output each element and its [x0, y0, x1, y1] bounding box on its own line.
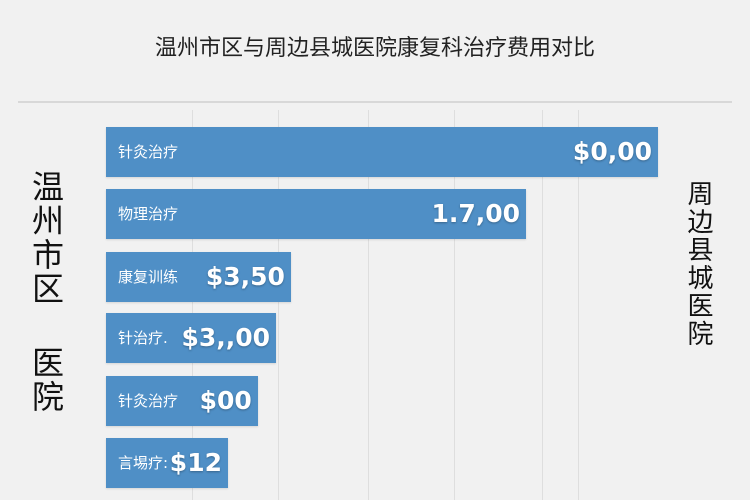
gridline	[454, 110, 455, 500]
gridline	[368, 110, 369, 500]
bar: 针治疗. $3,,00	[106, 313, 277, 363]
gridline	[278, 110, 279, 500]
chart-title: 温州市区与周边县城医院康复科治疗费用对比	[154, 36, 595, 61]
value-label: $12	[169, 448, 222, 477]
gridline	[578, 110, 579, 500]
category-label: 针灸治疗	[118, 143, 179, 161]
value-label: $3,50	[205, 262, 285, 291]
right-axis-label: 周边县城医院	[683, 180, 713, 348]
gridline	[192, 110, 193, 500]
category-label: 针灸治疗	[118, 392, 179, 410]
left-axis-label: 温州市区 医院	[27, 170, 65, 414]
value-label: $3,,00	[181, 323, 271, 352]
category-label: 针治疗.	[118, 329, 168, 347]
bar: 康复训练 $3,50	[106, 252, 291, 302]
title-divider	[18, 101, 732, 103]
bar: 针灸治疗 $00	[106, 376, 258, 426]
category-label: 物理治疗	[118, 205, 179, 223]
value-label: $00	[199, 386, 252, 415]
bar: 言埸疗: $12	[106, 438, 228, 488]
bar: 物理治疗 1.7,00	[106, 189, 527, 239]
plot-area: 针灸治疗 $0,00 物理治疗 1.7,00 康复训练 $3,50 针治疗. $3,,00 针灸…	[106, 110, 666, 500]
gridline	[542, 110, 543, 500]
value-label: 1.7,00	[431, 199, 521, 228]
value-label: $0,00	[572, 137, 652, 166]
category-label: 言埸疗:	[118, 454, 169, 472]
category-label: 康复训练	[118, 268, 179, 286]
bar: 针灸治疗 $0,00	[106, 127, 658, 177]
